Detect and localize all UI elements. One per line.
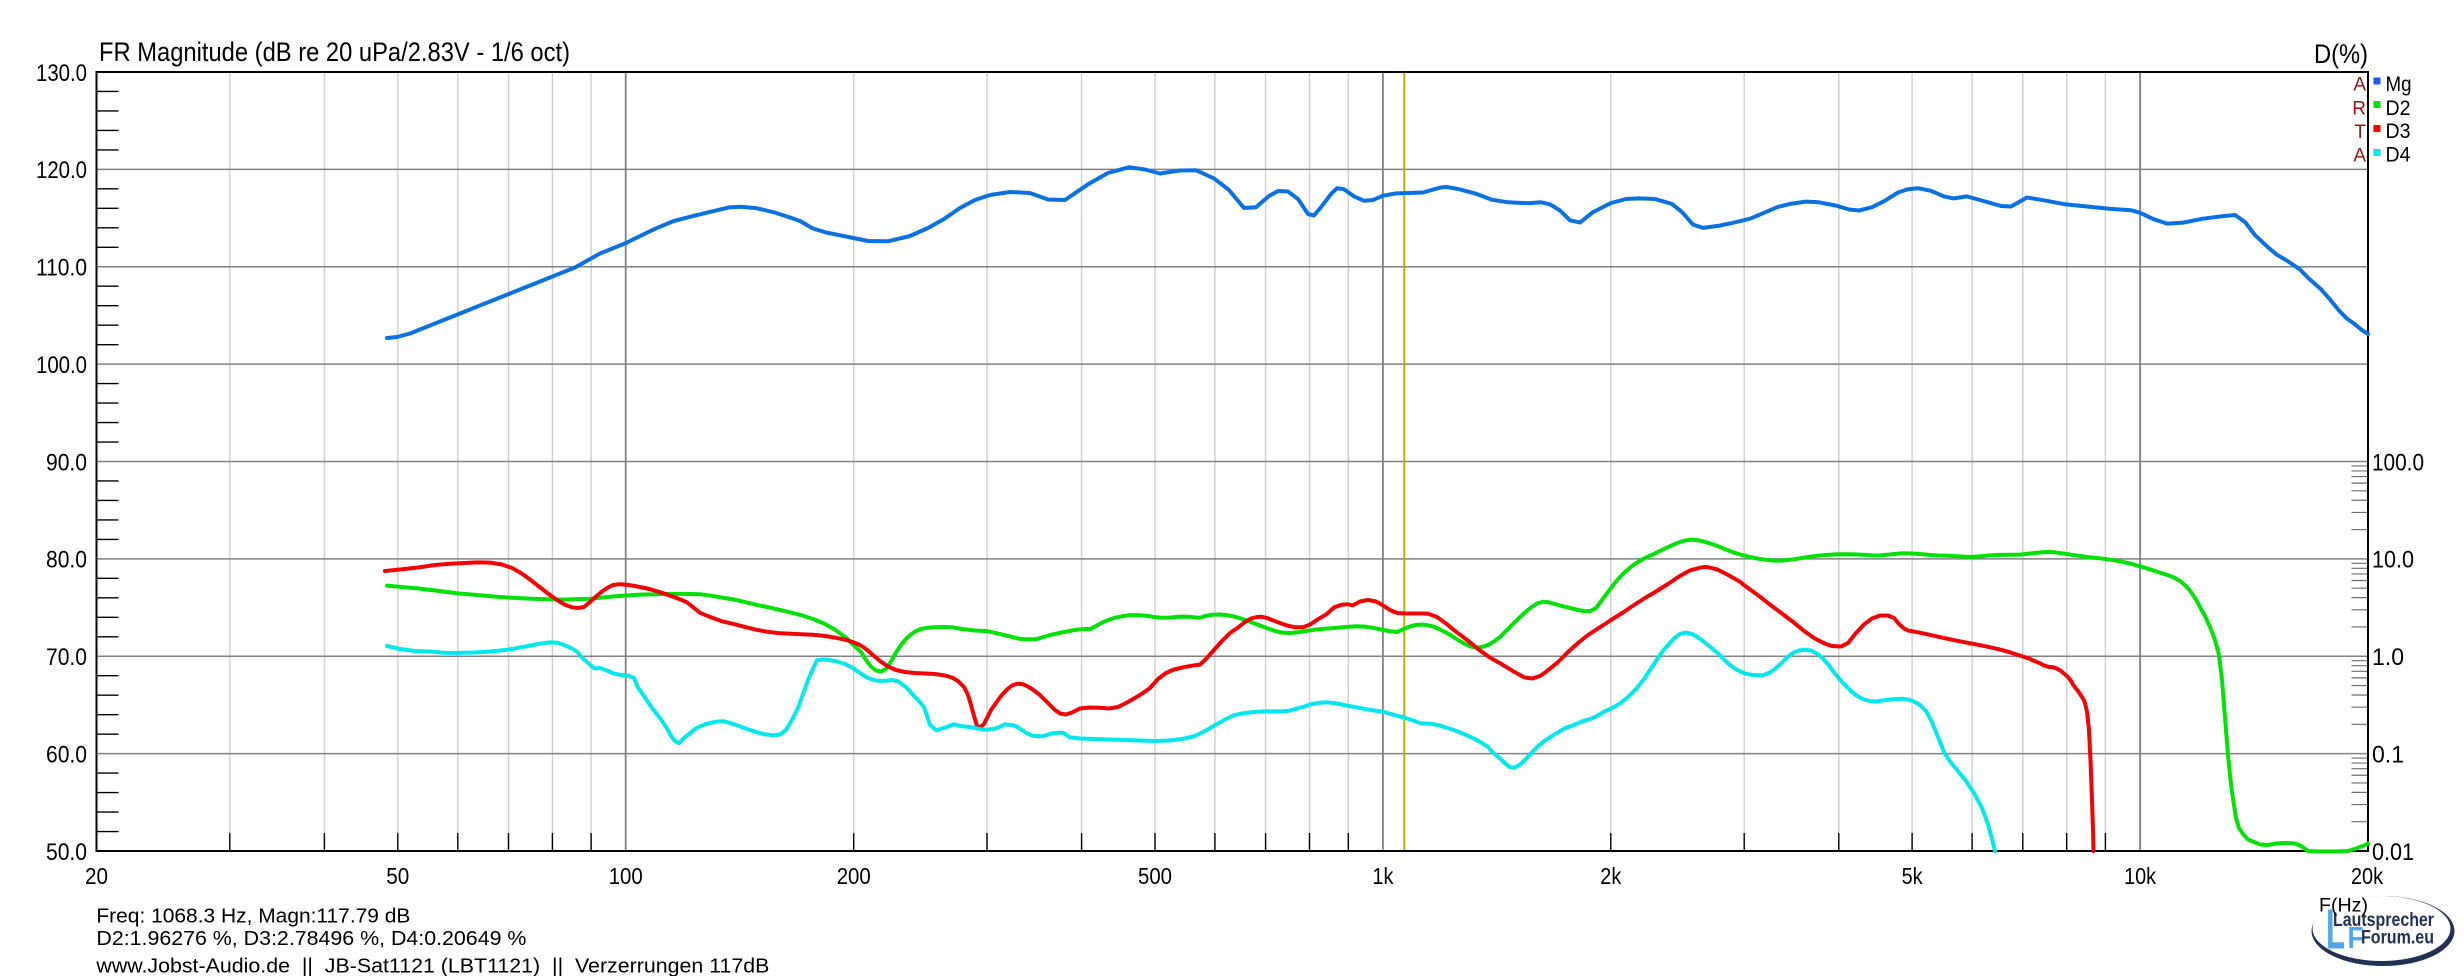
svg-text:100: 100 xyxy=(609,863,643,889)
svg-text:20k: 20k xyxy=(2351,863,2383,889)
svg-text:50: 50 xyxy=(386,863,409,889)
svg-text:10k: 10k xyxy=(2124,863,2156,889)
svg-text:2k: 2k xyxy=(1600,863,1621,889)
svg-text:130.0: 130.0 xyxy=(36,60,87,87)
svg-text:F(Hz): F(Hz) xyxy=(2319,896,2368,917)
svg-text:70.0: 70.0 xyxy=(46,644,87,671)
svg-text:A: A xyxy=(2353,75,2366,96)
svg-text:L: L xyxy=(2326,898,2345,962)
svg-text:T: T xyxy=(2354,122,2366,143)
svg-text:1.0: 1.0 xyxy=(2372,644,2404,671)
svg-text:Forum.eu: Forum.eu xyxy=(2361,927,2434,949)
svg-text:Lautsprecher: Lautsprecher xyxy=(2333,909,2434,931)
svg-text:120.0: 120.0 xyxy=(36,157,87,184)
svg-text:80.0: 80.0 xyxy=(46,547,87,574)
svg-text:100.0: 100.0 xyxy=(36,352,87,379)
svg-text:20: 20 xyxy=(85,863,108,889)
svg-text:FR Magnitude (dB re 20 uPa/2.8: FR Magnitude (dB re 20 uPa/2.83V - 1/6 o… xyxy=(99,37,570,67)
svg-text:90.0: 90.0 xyxy=(46,449,87,476)
svg-text:500: 500 xyxy=(1138,863,1172,889)
svg-text:www.Jobst-Audio.de || JB-Sat: www.Jobst-Audio.de || JB-Sat1121 (LBT112… xyxy=(95,954,769,976)
svg-text:D3: D3 xyxy=(2386,120,2411,143)
svg-text:0.1: 0.1 xyxy=(2372,741,2404,768)
svg-text:1k: 1k xyxy=(1372,863,1393,889)
svg-text:D4: D4 xyxy=(2386,143,2411,166)
svg-text:A: A xyxy=(2353,145,2366,166)
svg-text:10.0: 10.0 xyxy=(2372,547,2414,574)
svg-text:5k: 5k xyxy=(1902,863,1923,889)
svg-text:Freq: 1068.3 Hz, Magn:117.79 d: Freq: 1068.3 Hz, Magn:117.79 dB xyxy=(96,904,410,927)
svg-text:D(%): D(%) xyxy=(2314,39,2368,69)
svg-text:50.0: 50.0 xyxy=(46,839,87,866)
svg-text:0.01: 0.01 xyxy=(2372,839,2414,866)
svg-text:R: R xyxy=(2352,98,2366,119)
svg-text:D2: D2 xyxy=(2386,97,2411,120)
svg-text:Mg: Mg xyxy=(2386,73,2412,96)
svg-text:60.0: 60.0 xyxy=(46,741,87,768)
svg-text:D2:1.96276 %, D3:2.78496 %, D4: D2:1.96276 %, D3:2.78496 %, D4:0.20649 % xyxy=(96,927,526,950)
svg-text:100.0: 100.0 xyxy=(2372,449,2424,476)
svg-text:F: F xyxy=(2348,920,2364,955)
svg-text:200: 200 xyxy=(837,863,871,889)
svg-text:110.0: 110.0 xyxy=(36,255,87,282)
